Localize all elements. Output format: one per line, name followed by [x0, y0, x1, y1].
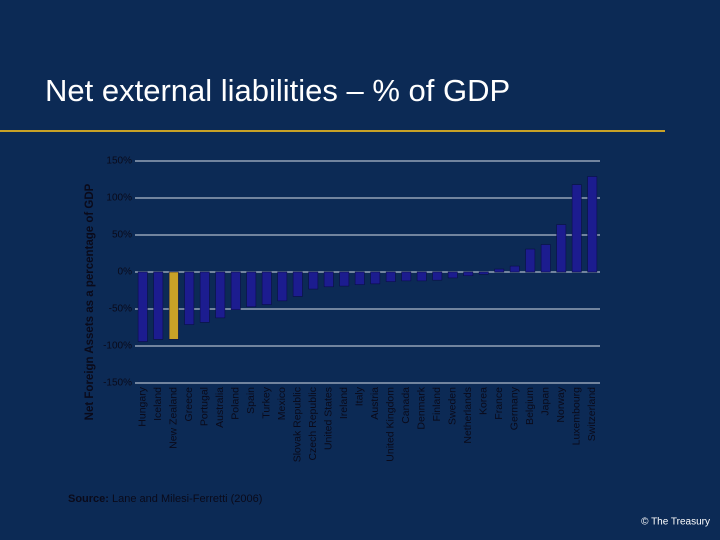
x-tick-label: New Zealand — [168, 387, 180, 449]
x-tick-label: Denmark — [416, 386, 428, 429]
x-tick-label: Norway — [555, 386, 567, 422]
x-tick-label: Australia — [214, 387, 226, 428]
bar — [168, 271, 179, 340]
x-tick-label: Germany — [509, 386, 521, 430]
x-tick-label: Hungary — [137, 386, 149, 426]
bar — [153, 271, 164, 340]
bar — [416, 271, 427, 282]
bar — [292, 271, 303, 297]
x-tick-label: Turkey — [261, 386, 273, 418]
bar — [215, 271, 226, 319]
bar — [432, 271, 443, 281]
slide-title: Net external liabilities – % of GDP — [45, 73, 510, 108]
bar — [463, 271, 474, 276]
x-tick-label: Netherlands — [462, 387, 474, 444]
x-tick-label: Greece — [183, 387, 195, 422]
bar — [277, 271, 288, 302]
bar — [137, 271, 148, 342]
x-tick-label: Belgium — [524, 387, 536, 425]
x-tick-label: France — [493, 387, 505, 420]
bar — [401, 271, 412, 282]
bar — [184, 271, 195, 325]
x-tick-label: Canada — [400, 387, 412, 424]
bar — [339, 271, 350, 287]
x-tick-label: Portugal — [199, 387, 211, 426]
x-tick-label: Poland — [230, 387, 242, 420]
source-text: Lane and Milesi-Ferretti (2006) — [112, 493, 262, 505]
bar — [509, 265, 520, 273]
bar — [323, 271, 334, 288]
bar — [370, 271, 381, 285]
bar — [261, 271, 272, 305]
bar — [556, 224, 567, 273]
x-tick-label: Ireland — [338, 387, 350, 419]
bar — [478, 271, 489, 275]
bar — [354, 271, 365, 285]
footer: © The Treasury — [641, 517, 710, 528]
x-tick-label: Slovak Republic — [292, 387, 304, 462]
bar — [246, 271, 257, 308]
y-tick-label: 100% — [106, 193, 132, 204]
source-note: Source: Lane and Milesi-Ferretti (2006) — [68, 493, 262, 505]
x-tick-label: United Kingdom — [385, 387, 397, 462]
bar — [525, 248, 536, 273]
x-tick-label: Sweden — [447, 387, 459, 425]
bar — [385, 271, 396, 282]
bar — [571, 184, 582, 273]
bar — [447, 271, 458, 279]
y-tick-label: -150% — [103, 378, 132, 389]
x-tick-label: Luxembourg — [571, 387, 583, 446]
x-tick-label: United States — [323, 387, 335, 450]
y-tick-label: -50% — [109, 304, 132, 315]
x-tick-label: Czech Republic — [307, 387, 319, 461]
x-tick-label: Italy — [354, 386, 366, 406]
bar — [308, 271, 319, 290]
x-tick-label: Iceland — [152, 387, 164, 421]
x-tick-label: Korea — [478, 387, 490, 415]
bar — [230, 271, 241, 310]
y-tick-label: -100% — [103, 341, 132, 352]
y-tick-label: 50% — [112, 230, 132, 241]
x-tick-label: Austria — [369, 387, 381, 420]
x-tick-label: Finland — [431, 387, 443, 422]
x-tick-label: Switzerland — [586, 387, 598, 441]
source-label: Source: — [68, 493, 109, 505]
bar — [494, 268, 505, 273]
y-tick-label: 150% — [106, 156, 132, 167]
y-axis-label: Net Foreign Assets as a percentage of GD… — [84, 183, 96, 420]
y-tick-label: 0% — [118, 267, 133, 278]
x-tick-label: Spain — [245, 387, 257, 414]
x-tick-label: Japan — [540, 387, 552, 416]
bar — [587, 176, 598, 273]
x-tick-label: Mexico — [276, 387, 288, 420]
bar — [540, 244, 551, 273]
bar — [199, 271, 210, 323]
